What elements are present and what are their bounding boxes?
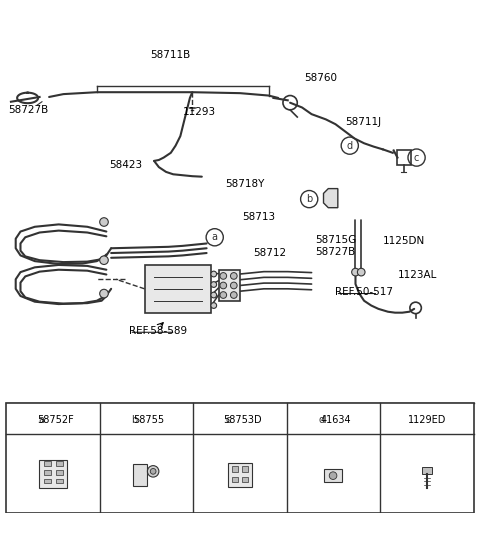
Bar — [44, 470, 51, 475]
Bar — [242, 477, 248, 483]
Circle shape — [230, 282, 237, 289]
Circle shape — [358, 268, 365, 276]
Text: 58712: 58712 — [253, 248, 287, 258]
Text: REF.50-517: REF.50-517 — [336, 287, 394, 297]
Circle shape — [220, 292, 227, 298]
Text: 41634: 41634 — [321, 415, 351, 425]
Text: 11293: 11293 — [183, 107, 216, 117]
Text: 58727B: 58727B — [9, 105, 49, 115]
Polygon shape — [324, 189, 338, 208]
Bar — [242, 466, 248, 472]
Text: 58711J: 58711J — [345, 117, 381, 127]
Bar — [44, 461, 51, 466]
Text: 58713: 58713 — [242, 212, 276, 222]
Text: 58760: 58760 — [304, 73, 337, 83]
Bar — [56, 470, 63, 475]
Circle shape — [211, 302, 216, 309]
Circle shape — [150, 468, 156, 474]
Circle shape — [211, 282, 216, 287]
Circle shape — [352, 268, 360, 276]
Bar — [56, 479, 63, 483]
Text: 1129ED: 1129ED — [408, 415, 446, 425]
Circle shape — [211, 292, 216, 298]
Text: REF.58-589: REF.58-589 — [129, 326, 187, 336]
Circle shape — [220, 273, 227, 279]
Text: 58423: 58423 — [109, 160, 142, 170]
Text: c: c — [226, 415, 231, 425]
Bar — [38, 461, 67, 488]
Text: a: a — [38, 415, 44, 425]
Bar — [56, 461, 63, 466]
Bar — [232, 466, 238, 472]
Text: 1125DN: 1125DN — [383, 236, 425, 246]
Circle shape — [211, 271, 216, 277]
Bar — [218, 270, 240, 301]
Bar — [422, 467, 432, 474]
Circle shape — [230, 273, 237, 279]
Text: 58711B: 58711B — [151, 50, 191, 60]
Text: a: a — [212, 232, 218, 242]
Text: d: d — [319, 415, 324, 425]
Text: b: b — [306, 194, 312, 204]
Circle shape — [100, 289, 108, 298]
Circle shape — [329, 472, 337, 479]
Circle shape — [230, 292, 237, 298]
Text: c: c — [414, 153, 419, 163]
Circle shape — [220, 282, 227, 289]
Text: b: b — [132, 415, 138, 425]
Bar — [144, 265, 211, 313]
Circle shape — [100, 256, 108, 265]
Text: d: d — [347, 141, 353, 150]
Text: 1123AL: 1123AL — [397, 270, 437, 279]
Bar — [396, 150, 411, 165]
Text: 58755: 58755 — [133, 415, 165, 425]
Bar — [232, 477, 238, 483]
Bar — [324, 469, 342, 483]
Text: 58715G: 58715G — [315, 235, 357, 245]
Bar — [6, 404, 474, 513]
Text: 58753D: 58753D — [223, 415, 262, 425]
Circle shape — [100, 218, 108, 226]
Bar — [133, 464, 147, 486]
Text: 58718Y: 58718Y — [226, 179, 265, 189]
Circle shape — [147, 466, 159, 477]
Text: 58752F: 58752F — [37, 415, 74, 425]
Bar — [228, 463, 252, 487]
Bar — [44, 479, 51, 483]
Text: 58727B: 58727B — [315, 247, 356, 256]
